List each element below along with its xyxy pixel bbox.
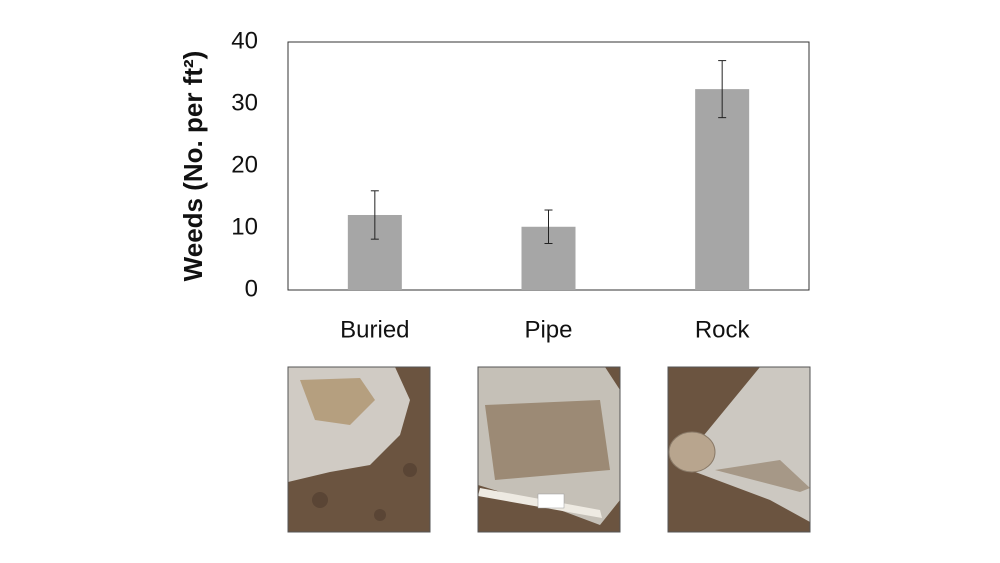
y-axis-label: Weeds (No. per ft²) (178, 51, 208, 282)
photo-buried (287, 366, 431, 533)
y-tick-label: 20 (231, 151, 258, 178)
y-tick-label: 0 (245, 275, 258, 302)
photo-rock (667, 366, 811, 533)
y-tick-label: 30 (231, 89, 258, 116)
photo-pipe (477, 366, 621, 533)
bar (695, 89, 750, 291)
x-tick-label: Pipe (524, 316, 572, 343)
y-tick-label: 10 (231, 213, 258, 240)
y-tick-label: 40 (231, 27, 258, 54)
x-tick-label: Buried (340, 316, 409, 343)
x-tick-label: Rock (695, 316, 751, 343)
